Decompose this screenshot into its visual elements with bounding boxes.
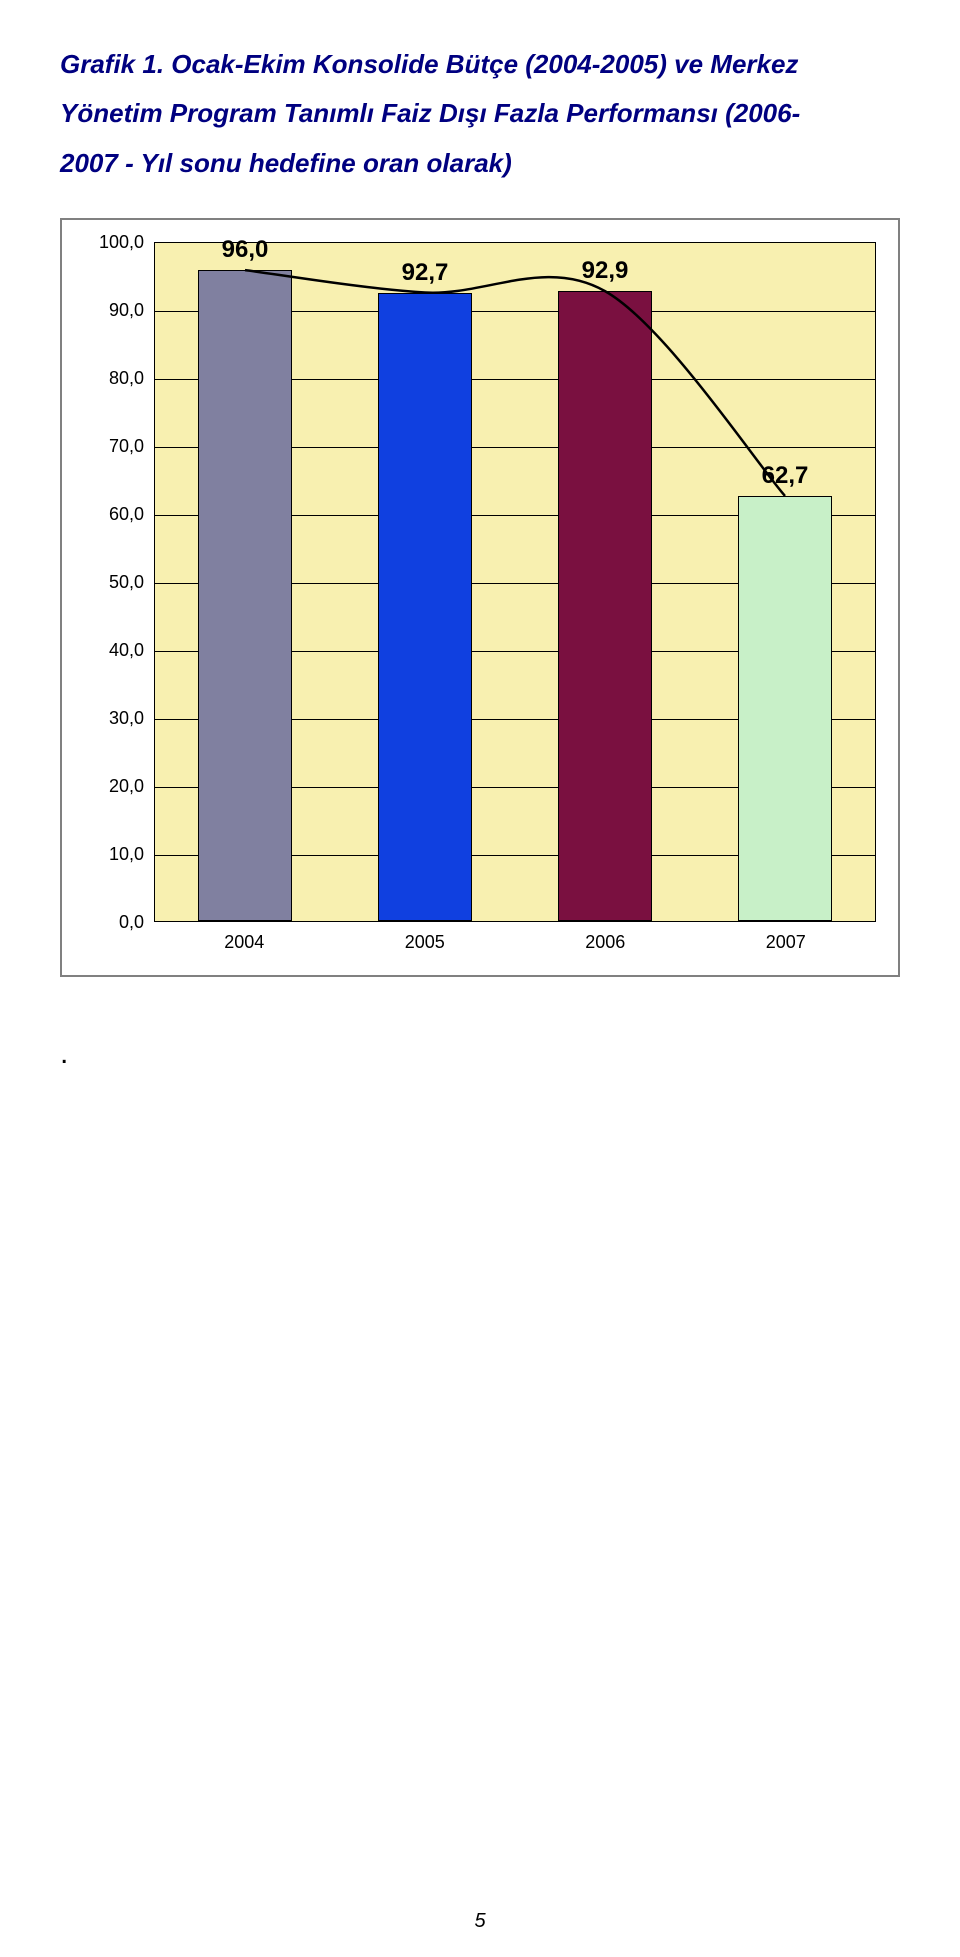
chart-title: Grafik 1. Ocak-Ekim Konsolide Bütçe (200… <box>60 40 900 188</box>
plot-wrap: 100,090,080,070,060,050,040,030,020,010,… <box>84 242 876 922</box>
trend-line <box>155 243 875 921</box>
y-tick: 30,0 <box>109 709 144 727</box>
title-line-2: Yönetim Program Tanımlı Faiz Dışı Fazla … <box>60 89 900 138</box>
title-line-3: 2007 - Yıl sonu hedefine oran olarak) <box>60 139 900 188</box>
y-tick: 50,0 <box>109 573 144 591</box>
x-tick: 2004 <box>154 932 335 953</box>
trailing-dot: . <box>60 1037 68 1071</box>
y-tick: 60,0 <box>109 505 144 523</box>
y-tick: 70,0 <box>109 437 144 455</box>
y-tick: 10,0 <box>109 845 144 863</box>
page: Grafik 1. Ocak-Ekim Konsolide Bütçe (200… <box>0 0 960 1957</box>
page-number: 5 <box>0 1910 960 1933</box>
x-tick: 2007 <box>696 932 877 953</box>
x-axis: 2004200520062007 <box>154 932 876 953</box>
chart-container: 100,0 90,0 80,0 70,0 60,0 50,0 40,0 30,0 20,0 10,… <box>60 218 900 977</box>
y-tick: 100,0 <box>99 233 144 251</box>
y-tick: 20,0 <box>109 777 144 795</box>
title-line-1: Grafik 1. Ocak-Ekim Konsolide Bütçe (200… <box>60 40 900 89</box>
trend-path <box>245 270 785 496</box>
y-tick: 0,0 <box>119 913 144 931</box>
y-tick: 80,0 <box>109 369 144 387</box>
x-tick: 2006 <box>515 932 696 953</box>
chart-inner: 100,090,080,070,060,050,040,030,020,010,… <box>84 242 876 953</box>
y-axis: 100,090,080,070,060,050,040,030,020,010,… <box>84 242 154 922</box>
x-tick: 2005 <box>335 932 516 953</box>
plot-cell: 96,092,792,962,7 <box>154 242 876 922</box>
y-tick: 90,0 <box>109 301 144 319</box>
y-tick: 40,0 <box>109 641 144 659</box>
plot-area: 96,092,792,962,7 <box>154 242 876 922</box>
